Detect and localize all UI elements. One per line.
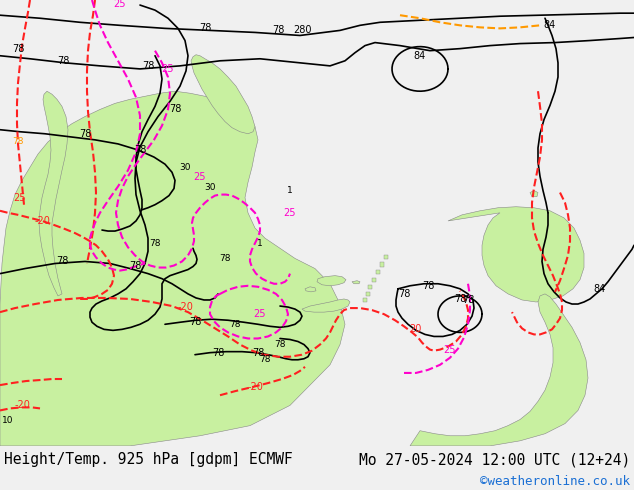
- Text: 78: 78: [462, 295, 474, 305]
- Text: 78: 78: [12, 44, 24, 53]
- Text: 280: 280: [293, 25, 311, 35]
- Text: 78: 78: [272, 25, 284, 35]
- Text: 78: 78: [79, 129, 91, 139]
- Polygon shape: [376, 270, 380, 273]
- Text: 25: 25: [444, 344, 456, 355]
- Text: 84: 84: [414, 51, 426, 61]
- Text: 78: 78: [398, 289, 410, 299]
- Text: 78: 78: [56, 256, 68, 267]
- Text: ©weatheronline.co.uk: ©weatheronline.co.uk: [480, 475, 630, 489]
- Polygon shape: [0, 91, 345, 446]
- Text: 78: 78: [259, 355, 271, 364]
- Text: 25: 25: [194, 172, 206, 182]
- Text: 25: 25: [284, 208, 296, 218]
- Text: 78: 78: [12, 137, 23, 147]
- Polygon shape: [191, 55, 255, 134]
- Text: 78: 78: [189, 317, 201, 327]
- Text: 78: 78: [454, 294, 466, 304]
- Text: -20: -20: [34, 216, 50, 226]
- Polygon shape: [410, 294, 588, 446]
- Text: 10: 10: [3, 416, 14, 425]
- Text: -20: -20: [247, 382, 263, 392]
- Text: -20: -20: [177, 302, 193, 312]
- Text: 78: 78: [169, 104, 181, 115]
- Text: 1: 1: [257, 239, 263, 248]
- Text: 78: 78: [57, 56, 69, 66]
- Text: 78: 78: [212, 348, 224, 358]
- Text: 1: 1: [287, 186, 293, 195]
- Text: 25: 25: [254, 309, 266, 319]
- Polygon shape: [368, 285, 372, 289]
- Polygon shape: [366, 292, 370, 296]
- Text: 78: 78: [219, 254, 231, 263]
- Text: 78: 78: [134, 145, 146, 155]
- Polygon shape: [305, 287, 316, 292]
- Text: -20: -20: [14, 400, 30, 410]
- Polygon shape: [317, 276, 346, 286]
- Text: Height/Temp. 925 hPa [gdpm] ECMWF: Height/Temp. 925 hPa [gdpm] ECMWF: [4, 452, 293, 467]
- Polygon shape: [448, 207, 584, 302]
- Text: Mo 27-05-2024 12:00 UTC (12+24): Mo 27-05-2024 12:00 UTC (12+24): [359, 452, 630, 467]
- Text: 78: 78: [129, 261, 141, 270]
- Text: 25: 25: [14, 193, 26, 202]
- Text: 20: 20: [409, 324, 421, 334]
- Polygon shape: [384, 255, 388, 259]
- Text: 78: 78: [275, 340, 286, 349]
- Text: 25: 25: [113, 0, 126, 9]
- Text: 78: 78: [422, 281, 434, 291]
- Polygon shape: [363, 298, 367, 302]
- Text: 30: 30: [179, 163, 191, 172]
- Polygon shape: [352, 281, 360, 284]
- Text: 78: 78: [149, 239, 161, 248]
- Polygon shape: [380, 263, 384, 267]
- Text: 78: 78: [230, 320, 241, 329]
- Polygon shape: [372, 278, 376, 282]
- Text: 78: 78: [142, 61, 154, 71]
- Text: 78: 78: [252, 348, 264, 358]
- Polygon shape: [302, 299, 350, 312]
- Text: 25: 25: [162, 64, 174, 74]
- Text: 84: 84: [544, 21, 556, 30]
- Polygon shape: [39, 91, 68, 296]
- Text: 78: 78: [199, 24, 211, 33]
- Text: 84: 84: [594, 284, 606, 294]
- Polygon shape: [530, 191, 538, 196]
- Text: 30: 30: [204, 183, 216, 192]
